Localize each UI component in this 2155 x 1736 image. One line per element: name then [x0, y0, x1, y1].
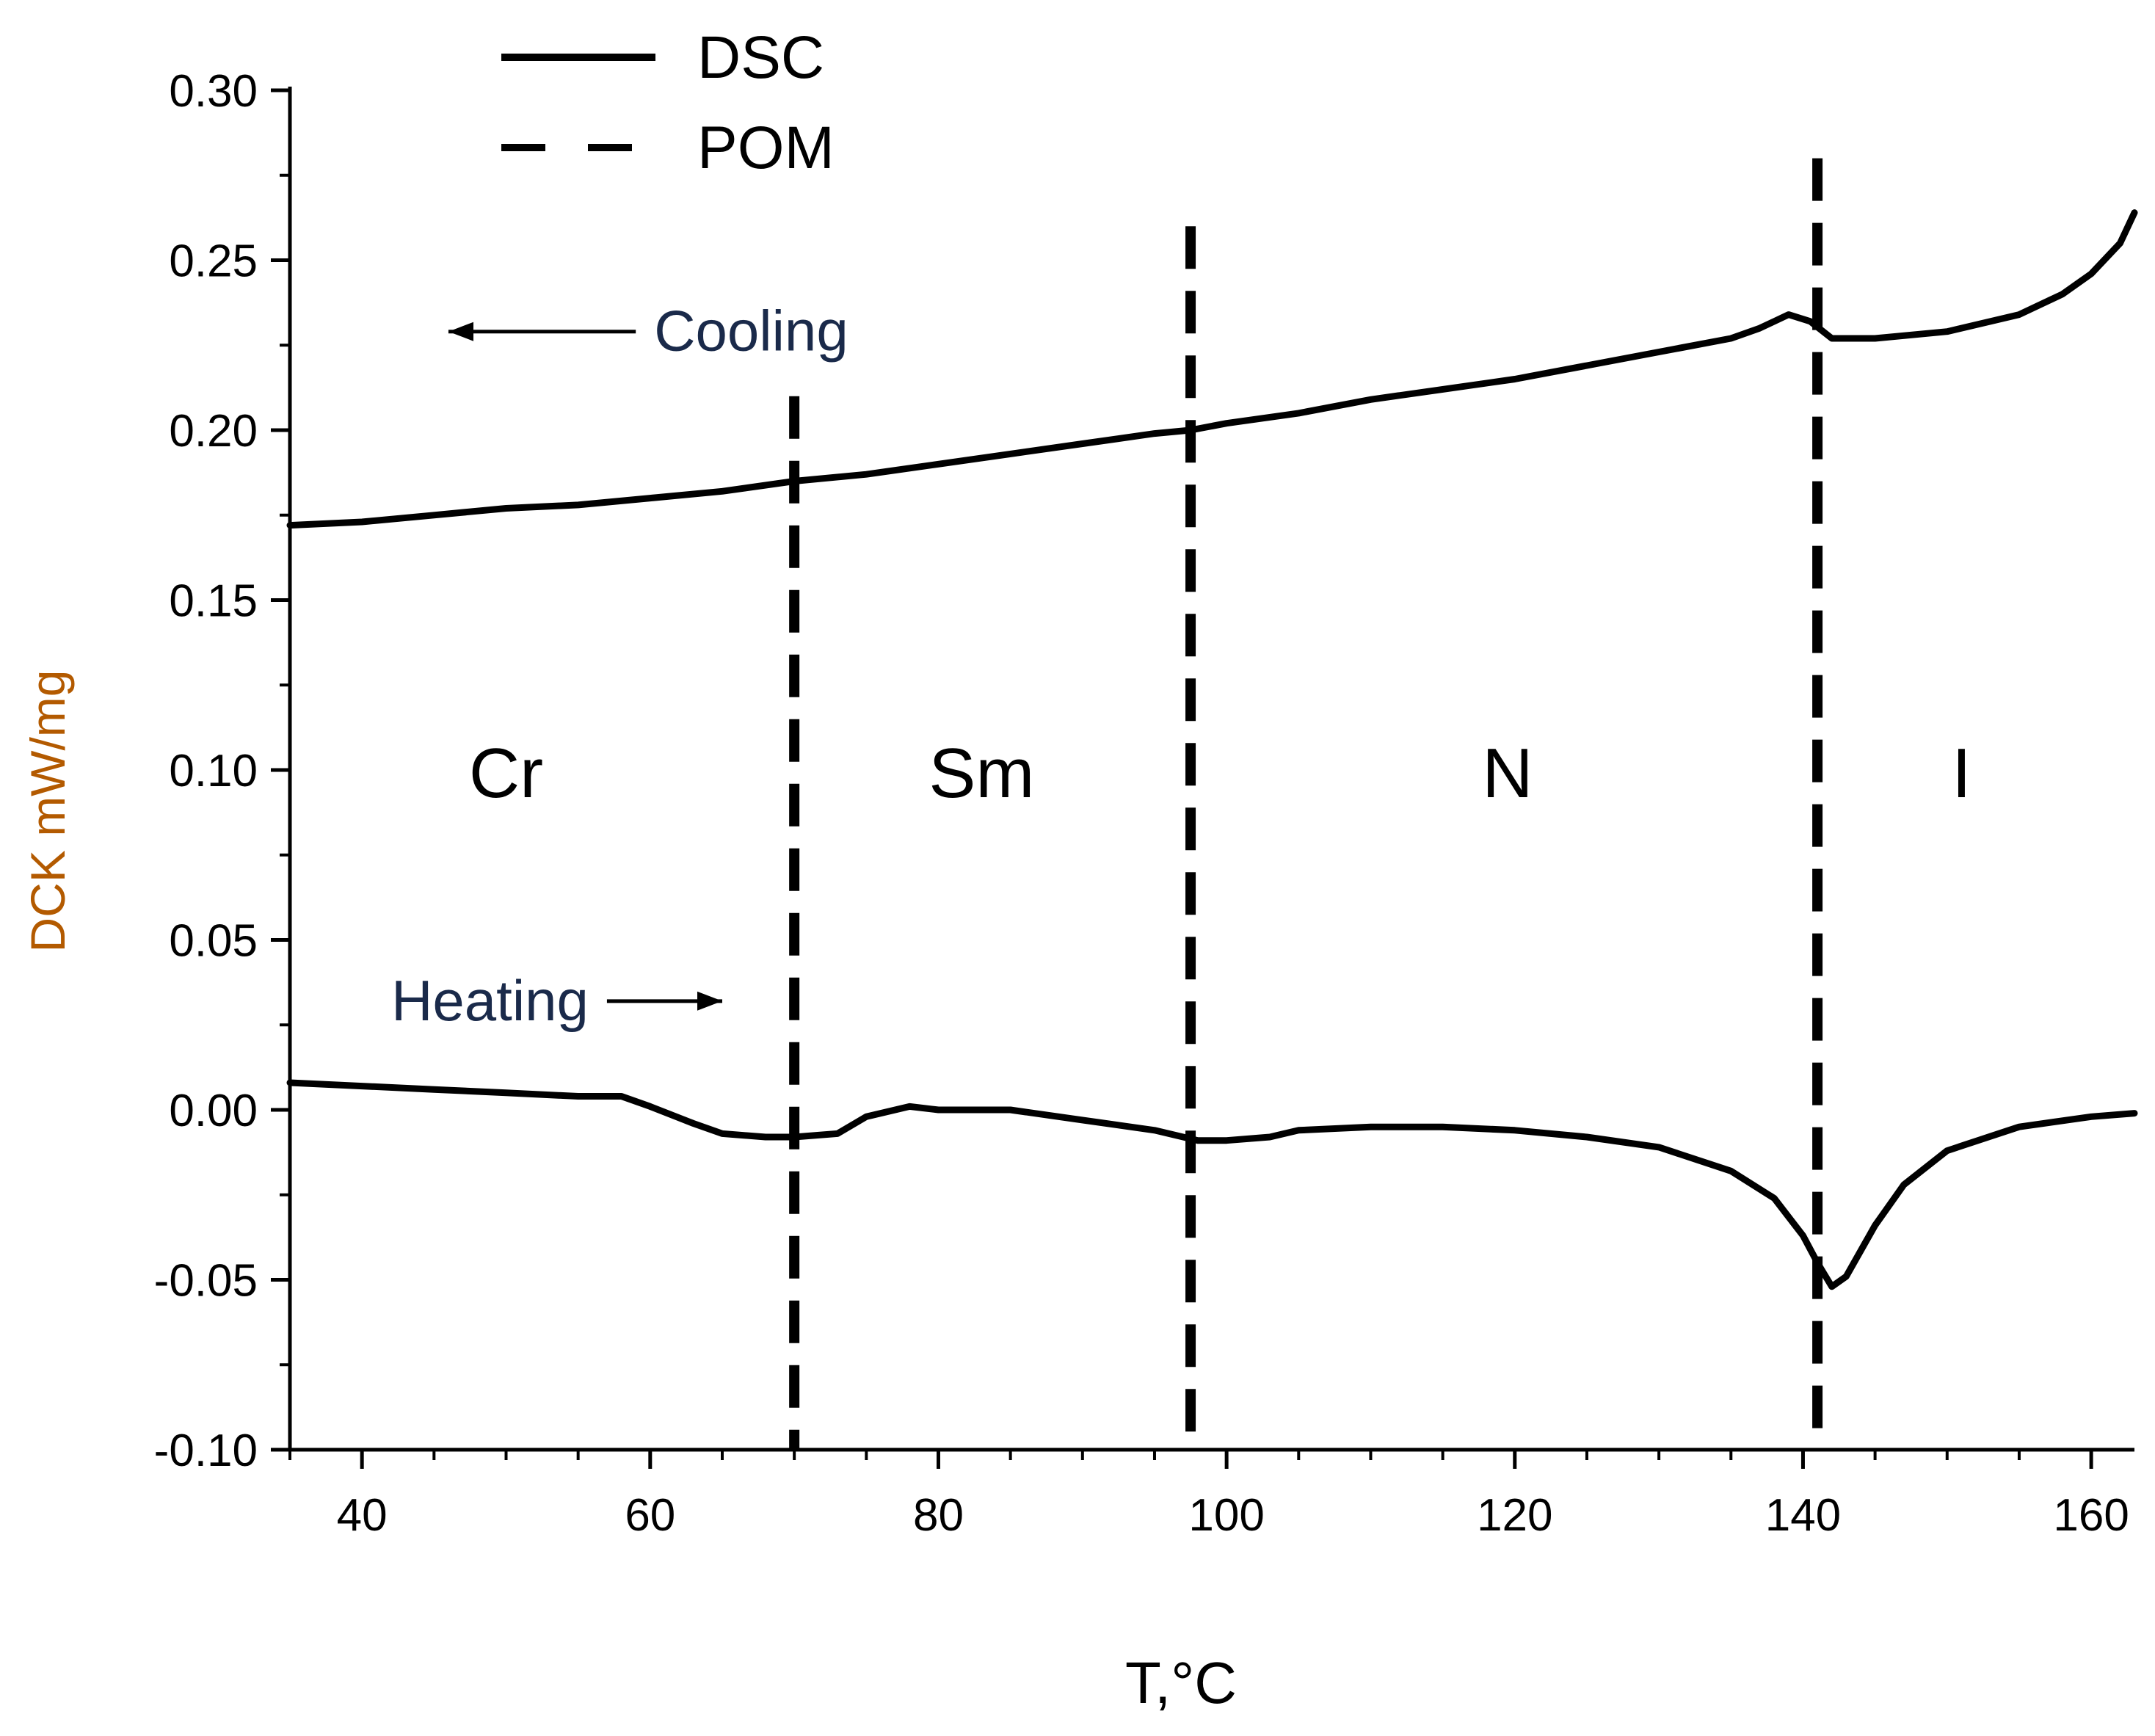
y-tick-label: -0.05	[154, 1256, 258, 1307]
legend: DSC POM	[501, 24, 835, 181]
y-tick-label: 0.00	[169, 1086, 258, 1136]
legend-label-dsc: DSC	[697, 24, 824, 91]
y-tick-label: -0.10	[154, 1426, 258, 1476]
y-tick-label: 0.05	[169, 916, 258, 967]
series-line-heating	[286, 1079, 2138, 1290]
y-tick-label: 0.20	[169, 406, 258, 457]
phase-label: Cr	[469, 734, 543, 813]
x-tick-label: 120	[1477, 1490, 1552, 1541]
phase-label: I	[1952, 734, 1972, 813]
y-axis-label: DCK mW/mg	[21, 670, 75, 953]
annotation-label-cooling: Cooling	[654, 299, 848, 363]
x-tick-label: 80	[913, 1490, 964, 1541]
phase-label: N	[1482, 734, 1533, 813]
y-tick-label: 0.25	[169, 236, 258, 287]
x-tick-label: 40	[337, 1490, 388, 1541]
annotation-label-heating: Heating	[391, 968, 589, 1033]
y-tick-label: 0.30	[169, 66, 258, 117]
series-layer	[286, 209, 2138, 1290]
y-tick-label: 0.15	[169, 576, 258, 627]
x-tick-label: 100	[1188, 1490, 1264, 1541]
phase-label: Sm	[928, 734, 1034, 813]
annotation-layer: Cr Sm N I Cooling Heating	[391, 299, 1972, 1033]
axes-layer: -0.10 -0.05 0.00 0.05 0.10 0.15 0.20 0.25 0.30 40…	[154, 66, 2134, 1541]
x-axis-label: T,°C	[1125, 1650, 1237, 1715]
arrow-head-icon	[448, 322, 473, 341]
x-tick-label: 160	[2053, 1490, 2129, 1541]
x-tick-label: 60	[625, 1490, 675, 1541]
legend-label-pom: POM	[697, 115, 835, 181]
y-tick-label: 0.10	[169, 746, 258, 796]
series-line-cooling	[286, 209, 2138, 529]
arrow-head-icon	[697, 991, 722, 1011]
x-tick-label: 140	[1765, 1490, 1841, 1541]
